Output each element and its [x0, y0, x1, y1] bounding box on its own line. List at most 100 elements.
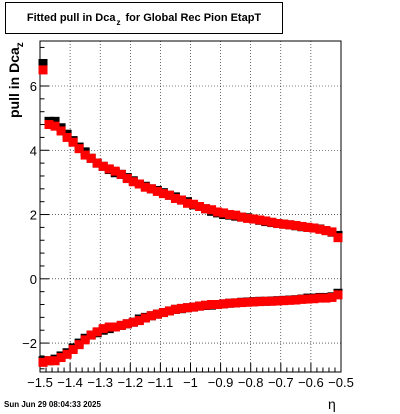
data-point — [333, 233, 343, 243]
data-point — [50, 121, 60, 131]
data-point — [291, 295, 301, 305]
data-point — [80, 335, 90, 345]
data-point — [164, 306, 174, 316]
data-point — [104, 322, 114, 332]
data-point — [182, 303, 192, 313]
data-point — [303, 294, 313, 304]
data-point — [201, 300, 211, 310]
y-tick-label: 0 — [30, 272, 37, 287]
x-tick-label: −1.3 — [87, 375, 113, 390]
data-point — [122, 174, 132, 184]
data-point — [237, 298, 247, 308]
data-point — [56, 126, 66, 136]
data-point — [68, 345, 78, 355]
data-point — [189, 199, 199, 209]
data-point — [44, 120, 54, 130]
data-point — [140, 182, 150, 192]
data-point — [164, 190, 174, 200]
data-point — [243, 213, 253, 223]
data-point — [104, 164, 114, 174]
data-point — [80, 150, 90, 160]
data-point — [237, 212, 247, 222]
y-tick-label: −2 — [22, 336, 37, 351]
data-point — [321, 226, 331, 236]
data-point — [98, 161, 108, 171]
data-point — [261, 296, 271, 306]
x-tick-label: −1.4 — [57, 375, 83, 390]
data-point — [176, 195, 186, 205]
data-point — [207, 300, 217, 310]
data-point — [213, 207, 223, 217]
data-point — [86, 153, 96, 163]
data-point — [176, 303, 186, 313]
data-point — [273, 296, 283, 306]
timestamp-footer: Sun Jun 29 08:04:33 2025 — [4, 400, 101, 409]
data-point — [267, 217, 277, 227]
data-point — [44, 356, 54, 366]
data-point — [158, 189, 168, 199]
x-tick-label: −0.6 — [298, 375, 324, 390]
data-point — [219, 299, 229, 309]
data-point — [38, 58, 48, 68]
data-point — [333, 290, 343, 300]
data-point — [297, 294, 307, 304]
data-point — [116, 320, 126, 330]
y-tick-label: 6 — [30, 79, 37, 94]
data-point — [128, 317, 138, 327]
data-point — [38, 357, 48, 367]
data-point — [128, 177, 138, 187]
data-point — [279, 296, 289, 306]
data-point — [297, 221, 307, 231]
data-point — [116, 169, 126, 179]
data-point — [182, 198, 192, 208]
data-point — [231, 210, 241, 220]
data-point — [152, 309, 162, 319]
data-point — [327, 292, 337, 302]
data-point — [309, 294, 319, 304]
data-point — [249, 214, 259, 224]
data-point — [158, 308, 168, 318]
data-point — [122, 319, 132, 329]
data-point — [110, 322, 120, 332]
data-point — [74, 144, 84, 154]
data-point — [68, 137, 78, 147]
x-tick-label: −1.5 — [27, 375, 53, 390]
data-point — [291, 220, 301, 230]
data-point — [152, 186, 162, 196]
data-point — [50, 356, 60, 366]
data-point — [134, 316, 144, 326]
data-point — [327, 227, 337, 237]
data-point — [189, 302, 199, 312]
data-point — [309, 223, 319, 233]
chart-title: Fitted pull in Dca z for Global Rec Pion… — [5, 2, 283, 34]
data-point — [195, 202, 205, 211]
data-point — [170, 193, 180, 203]
x-tick-label: −0.8 — [238, 375, 264, 390]
data-point — [38, 65, 48, 75]
x-tick-label: −1 — [183, 375, 198, 390]
data-point — [285, 220, 295, 230]
data-point — [170, 304, 180, 314]
data-point — [243, 297, 253, 307]
data-point — [219, 208, 229, 218]
data-point — [201, 204, 211, 214]
data-point — [92, 327, 102, 337]
x-tick-label: −0.9 — [208, 375, 234, 390]
data-point — [62, 132, 72, 142]
data-point — [261, 216, 271, 226]
data-point — [56, 353, 66, 363]
x-tick-label: −1.2 — [117, 375, 143, 390]
data-point — [225, 210, 235, 220]
chart-title-main: Fitted pull in Dca — [26, 12, 116, 24]
data-point — [273, 219, 283, 229]
data-point — [267, 296, 277, 306]
data-point — [231, 298, 241, 308]
data-point — [315, 224, 325, 234]
data-point — [134, 179, 144, 189]
data-point — [285, 295, 295, 305]
x-axis-label: η — [328, 396, 336, 412]
data-point — [321, 293, 331, 303]
data-point — [62, 349, 72, 359]
x-tick-label: −1.1 — [148, 375, 174, 390]
